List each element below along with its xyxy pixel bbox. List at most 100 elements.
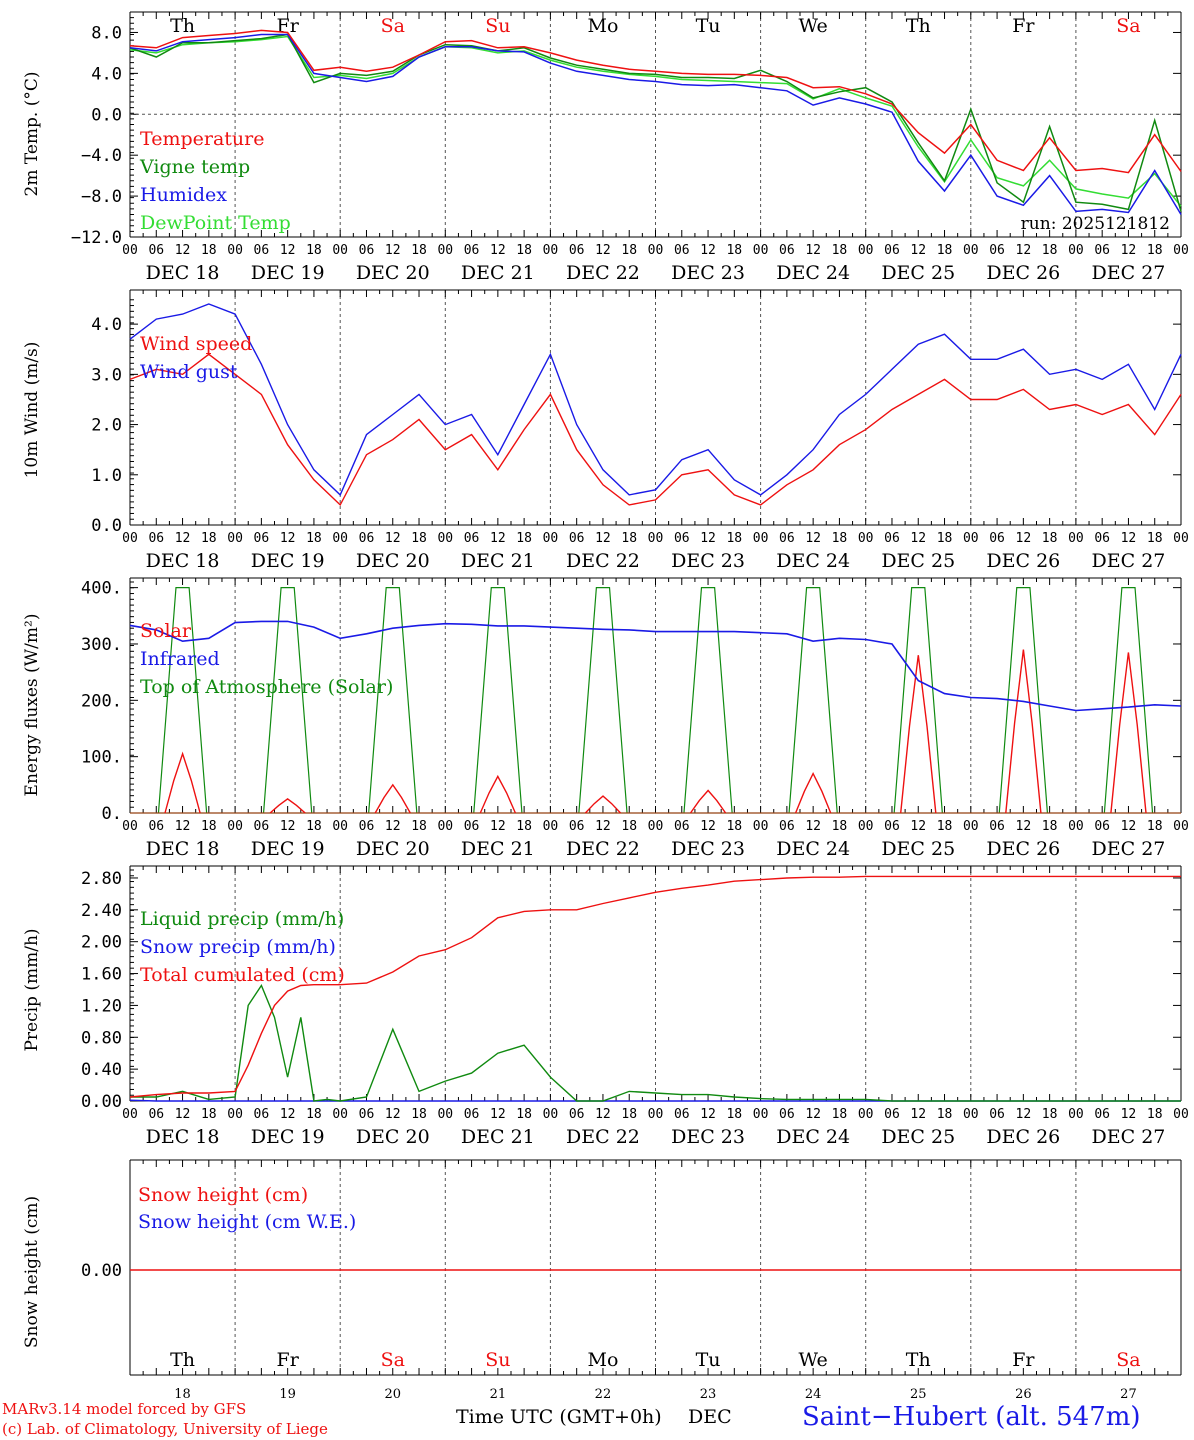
x-axis-title: Time UTC (GMT+0h) xyxy=(456,1406,662,1428)
weekday-label: Th xyxy=(170,15,195,37)
x-hour-label: 06 xyxy=(148,1107,164,1122)
x-hour-label: 12 xyxy=(385,531,401,546)
x-hour-label: 00 xyxy=(648,819,664,834)
y-tick-label: 2.40 xyxy=(81,901,122,921)
weekday-label: Th xyxy=(906,1349,931,1371)
x-hour-label: 12 xyxy=(595,531,611,546)
x-hour-label: 00 xyxy=(227,819,243,834)
toa-solar-curve xyxy=(578,587,628,814)
x-hour-label: 00 xyxy=(1173,243,1189,258)
x-hour-label: 00 xyxy=(122,531,138,546)
series-line-vigne-temp xyxy=(129,33,1182,212)
x-hour-label: 00 xyxy=(332,531,348,546)
x-hour-label: 12 xyxy=(1016,1107,1032,1122)
x-date-label: DEC 23 xyxy=(671,1126,745,1148)
x-date-label: DEC 19 xyxy=(251,262,325,284)
weekday-label: Fr xyxy=(277,1349,300,1371)
y-tick-label: 2.80 xyxy=(81,869,122,889)
legend-label: Temperature xyxy=(140,128,264,150)
x-hour-label: 00 xyxy=(227,1107,243,1122)
x-hour-label: 12 xyxy=(175,1107,191,1122)
y-tick-label: −8.0 xyxy=(81,187,122,207)
x-hour-label: 00 xyxy=(332,1107,348,1122)
y-tick-label: 300. xyxy=(81,635,122,655)
x-hour-label: 12 xyxy=(910,531,926,546)
x-hour-label: 18 xyxy=(832,819,848,834)
x-hour-label: 12 xyxy=(1016,531,1032,546)
weekday-label: Sa xyxy=(1116,15,1140,37)
x-hour-label: 00 xyxy=(963,243,979,258)
x-hour-label: 12 xyxy=(280,243,296,258)
y-tick-label: 1.60 xyxy=(81,965,122,985)
x-hour-label: 12 xyxy=(1121,243,1137,258)
x-hour-label: 06 xyxy=(254,1107,270,1122)
x-hour-label: 18 xyxy=(937,1107,953,1122)
y-tick-label: 0.00 xyxy=(81,1092,122,1112)
x-hour-label: 18 xyxy=(937,243,953,258)
series-line-dewpoint-temp xyxy=(129,35,1182,207)
weekday-label: Fr xyxy=(1012,15,1035,37)
day-number-label: 22 xyxy=(595,1387,612,1402)
x-hour-label: 00 xyxy=(858,1107,874,1122)
x-hour-label: 18 xyxy=(516,243,532,258)
x-hour-label: 06 xyxy=(148,531,164,546)
x-hour-label: 06 xyxy=(884,1107,900,1122)
x-hour-label: 18 xyxy=(1147,1107,1163,1122)
day-number-label: 21 xyxy=(490,1387,507,1402)
x-hour-label: 06 xyxy=(464,531,480,546)
x-date-label: DEC 25 xyxy=(881,838,955,860)
x-hour-label: 06 xyxy=(569,243,585,258)
y-tick-label: 2.00 xyxy=(81,933,122,953)
y-tick-label: 2.0 xyxy=(91,416,122,436)
x-hour-label: 18 xyxy=(201,1107,217,1122)
toa-solar-curve xyxy=(1103,587,1154,814)
solar-curve xyxy=(269,798,306,814)
x-hour-label: 06 xyxy=(148,243,164,258)
x-date-label: DEC 25 xyxy=(881,550,955,572)
x-hour-label: 18 xyxy=(1042,1107,1058,1122)
x-hour-label: 00 xyxy=(437,819,453,834)
x-hour-label: 18 xyxy=(726,1107,742,1122)
x-hour-label: 18 xyxy=(201,243,217,258)
x-hour-label: 12 xyxy=(1121,531,1137,546)
x-hour-label: 18 xyxy=(621,819,637,834)
x-hour-label: 12 xyxy=(700,243,716,258)
x-date-label: DEC 21 xyxy=(461,1126,535,1148)
x-hour-label: 12 xyxy=(490,819,506,834)
x-hour-label: 12 xyxy=(1016,819,1032,834)
x-hour-label: 18 xyxy=(411,819,427,834)
x-hour-label: 06 xyxy=(884,819,900,834)
x-date-label: DEC 19 xyxy=(251,550,325,572)
toa-solar-curve xyxy=(473,587,523,814)
x-hour-label: 18 xyxy=(832,531,848,546)
model-credit: MARv3.14 model forced by GFS xyxy=(2,1400,247,1418)
x-hour-label: 12 xyxy=(910,243,926,258)
x-hour-label: 12 xyxy=(280,1107,296,1122)
x-hour-label: 06 xyxy=(359,243,375,258)
weekday-label: Mo xyxy=(587,1349,618,1371)
x-date-label: DEC 21 xyxy=(461,262,535,284)
x-hour-label: 18 xyxy=(937,531,953,546)
weekday-label: Su xyxy=(485,1349,510,1371)
x-hour-label: 12 xyxy=(385,243,401,258)
x-hour-label: 00 xyxy=(437,531,453,546)
x-hour-label: 12 xyxy=(910,819,926,834)
x-date-label: DEC 22 xyxy=(566,838,640,860)
x-hour-label: 06 xyxy=(674,819,690,834)
x-hour-label: 06 xyxy=(779,243,795,258)
y-tick-label: 8.0 xyxy=(91,23,122,43)
y-tick-label: −12.0 xyxy=(71,228,122,248)
x-date-label: DEC 23 xyxy=(671,550,745,572)
x-hour-label: 12 xyxy=(280,819,296,834)
day-number-label: 27 xyxy=(1120,1387,1137,1402)
x-date-label: DEC 26 xyxy=(986,1126,1060,1148)
x-hour-label: 12 xyxy=(595,1107,611,1122)
x-hour-label: 12 xyxy=(805,819,821,834)
x-hour-label: 00 xyxy=(963,1107,979,1122)
x-hour-label: 00 xyxy=(543,531,559,546)
y-tick-label: 4.0 xyxy=(91,315,122,335)
solar-curve xyxy=(374,783,411,814)
toa-solar-curve xyxy=(157,587,208,814)
legend-label: Top of Atmosphere (Solar) xyxy=(140,676,393,698)
x-date-label: DEC 24 xyxy=(776,550,850,572)
